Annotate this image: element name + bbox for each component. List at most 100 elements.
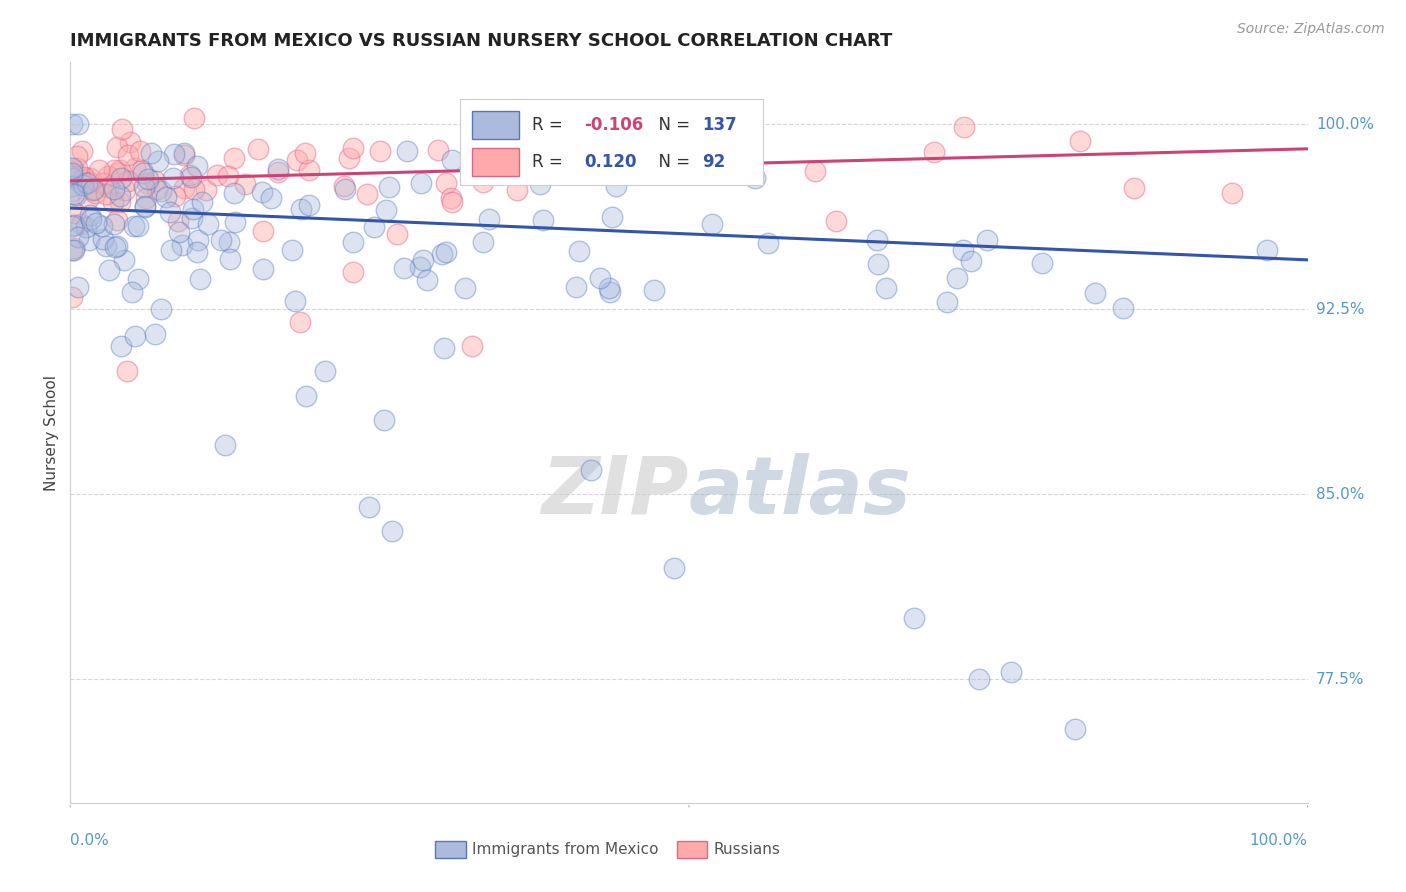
Point (66, 161, 89, 176)
Point (62, 240, 84, 254)
Point (614, 163, 637, 178)
Bar (676, 841, 707, 857)
Point (112, 252, 135, 267)
Point (166, 213, 188, 227)
Point (207, 168, 229, 182)
Point (194, 183, 217, 197)
Point (66, 280, 89, 294)
Point (252, 224, 274, 238)
Point (744, 170, 766, 185)
Point (103, 217, 125, 231)
Point (73, 170, 96, 185)
Point (1031, 256, 1053, 270)
Point (60, 166, 83, 180)
Point (1064, 722, 1087, 736)
Point (290, 314, 312, 328)
Point (191, 194, 214, 209)
Point (484, 148, 506, 162)
Point (124, 161, 146, 175)
Point (63, 187, 86, 202)
Point (295, 388, 318, 402)
Point (60, 169, 83, 183)
Point (63, 164, 86, 178)
Point (454, 281, 477, 295)
Point (127, 219, 149, 234)
Point (108, 163, 131, 178)
Point (132, 180, 155, 194)
Point (134, 199, 156, 213)
Point (187, 233, 209, 247)
Point (63, 218, 86, 232)
Text: 92.5%: 92.5% (1316, 301, 1364, 317)
Point (506, 183, 529, 197)
Point (267, 162, 290, 177)
Point (197, 218, 219, 232)
Point (565, 280, 588, 294)
Point (121, 285, 143, 300)
Point (385, 227, 408, 241)
Point (599, 285, 621, 299)
Point (359, 500, 381, 514)
Point (180, 211, 202, 225)
Point (494, 104, 516, 119)
Point (103, 181, 125, 195)
Point (60, 179, 83, 194)
Point (183, 111, 205, 125)
Point (110, 171, 132, 186)
Point (63, 243, 86, 257)
Point (868, 257, 890, 271)
Text: -0.106: -0.106 (583, 116, 643, 134)
Text: Russians: Russians (714, 842, 780, 857)
Point (339, 152, 361, 166)
Text: 0.0%: 0.0% (70, 833, 110, 848)
Point (183, 182, 205, 196)
Point (700, 217, 723, 231)
Point (94, 239, 117, 253)
Text: N =: N = (648, 153, 696, 170)
Point (1123, 180, 1146, 194)
Point (60, 243, 83, 257)
Text: ZIP: ZIP (541, 453, 689, 531)
Point (605, 178, 627, 193)
Text: Source: ZipAtlas.com: Source: ZipAtlas.com (1237, 22, 1385, 37)
Point (224, 151, 246, 165)
Point (392, 261, 415, 276)
Point (98, 262, 121, 277)
Point (378, 179, 401, 194)
Point (333, 179, 356, 194)
Point (342, 235, 364, 249)
Point (409, 260, 432, 274)
Point (67, 117, 90, 131)
Point (529, 177, 551, 191)
Text: IMMIGRANTS FROM MEXICO VS RUSSIAN NURSERY SCHOOL CORRELATION CHART: IMMIGRANTS FROM MEXICO VS RUSSIAN NURSER… (70, 32, 893, 50)
Point (136, 176, 159, 190)
Point (903, 610, 925, 624)
Point (110, 339, 132, 353)
Point (132, 166, 155, 180)
Point (440, 153, 463, 167)
Point (373, 413, 395, 427)
Point (267, 165, 290, 179)
Point (412, 252, 434, 267)
Point (90, 219, 112, 233)
Point (73, 169, 96, 184)
Point (252, 261, 274, 276)
Point (209, 233, 232, 247)
Point (1112, 301, 1135, 315)
Point (97, 180, 120, 194)
Point (114, 183, 136, 197)
Point (434, 245, 457, 260)
Point (471, 117, 494, 131)
Point (149, 184, 172, 198)
Point (139, 146, 162, 161)
Point (953, 120, 976, 134)
Point (664, 561, 686, 575)
Point (600, 210, 623, 224)
Point (162, 171, 184, 186)
FancyBboxPatch shape (460, 99, 763, 185)
Point (115, 364, 138, 378)
Point (1000, 665, 1022, 679)
Point (155, 189, 177, 203)
Point (281, 243, 304, 257)
Point (60, 184, 83, 198)
